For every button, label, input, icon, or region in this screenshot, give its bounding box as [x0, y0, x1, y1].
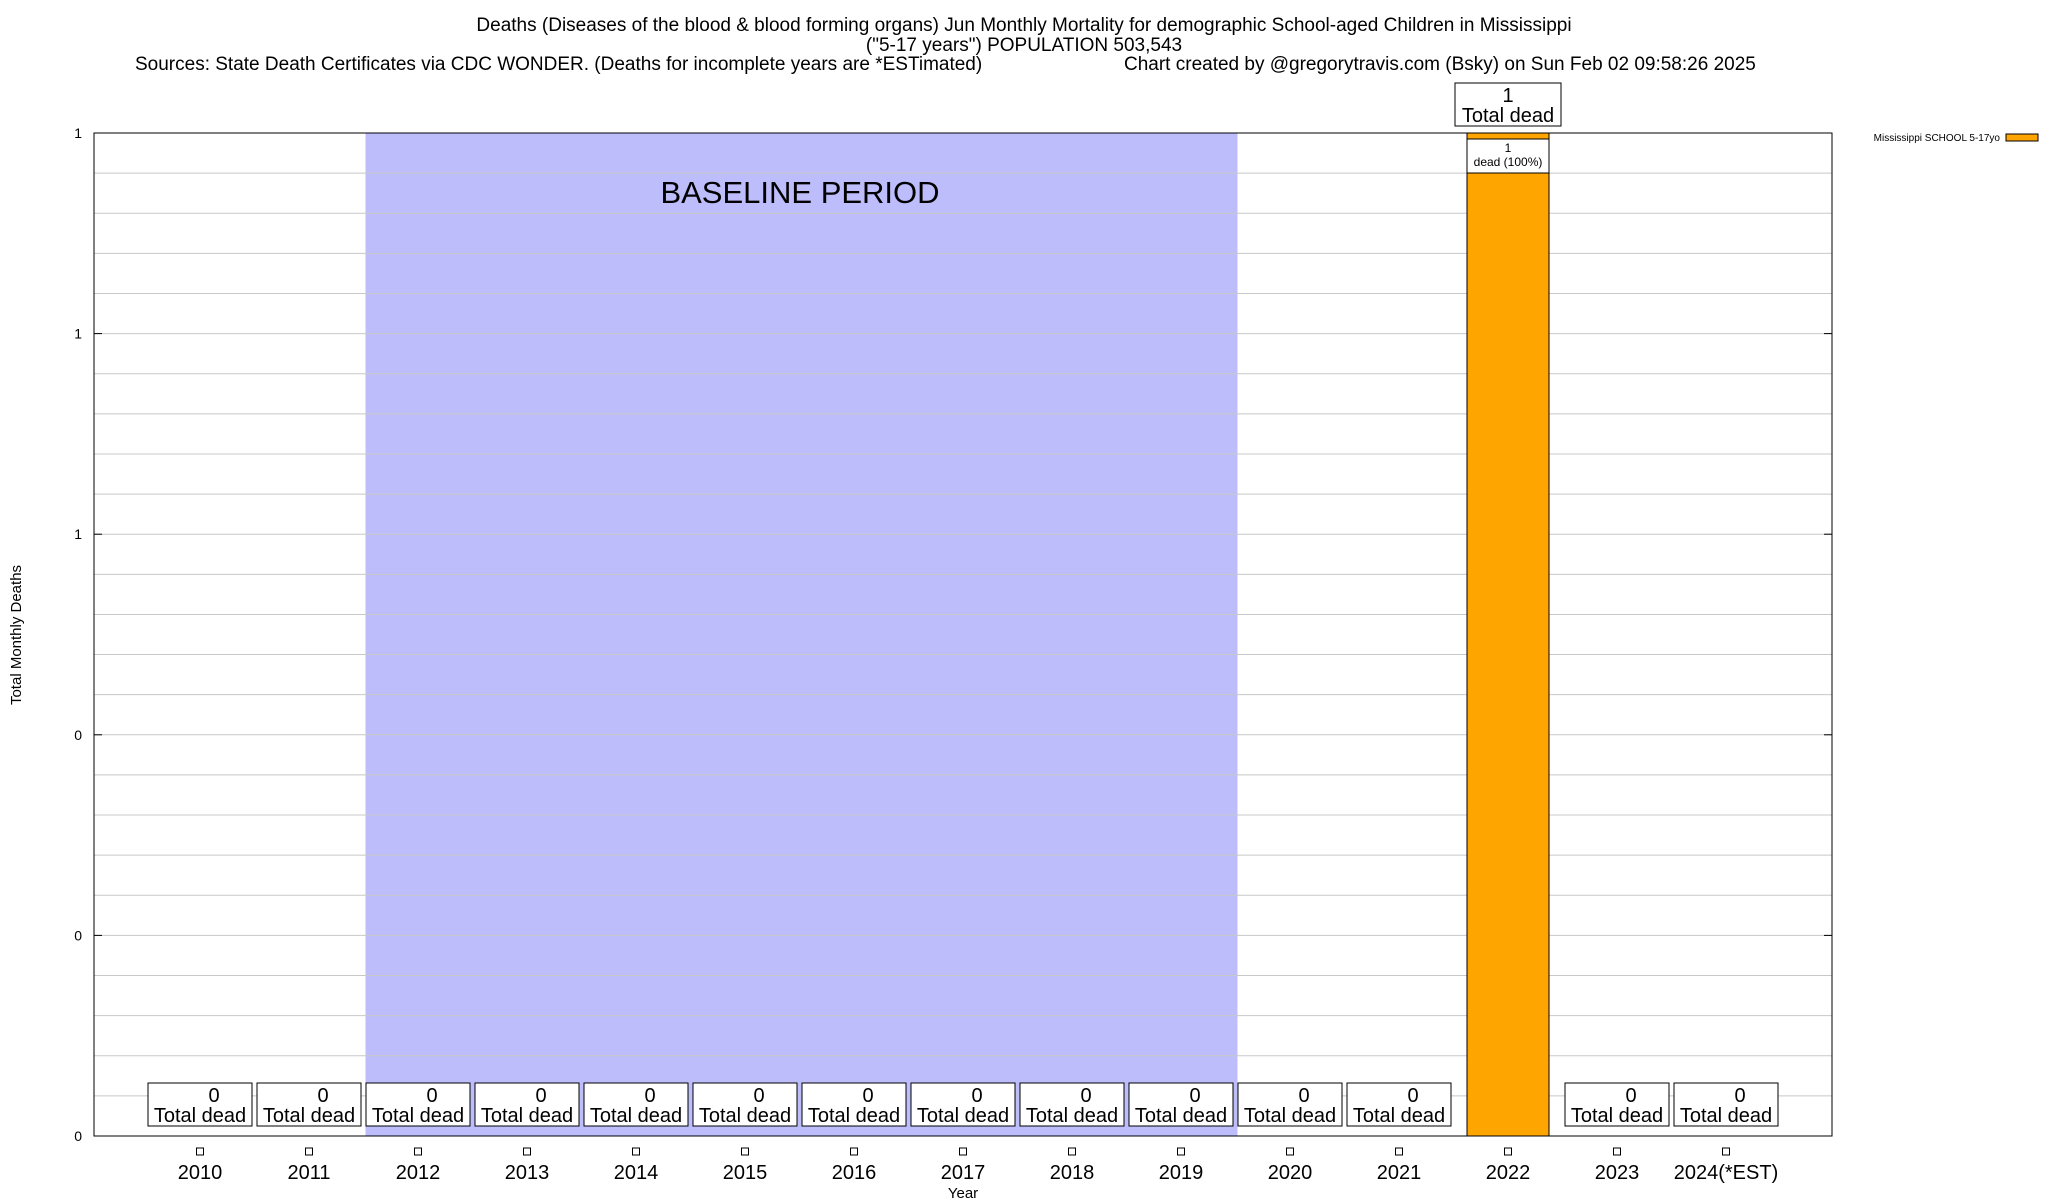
total-label-count: 0 [644, 1085, 655, 1107]
x-tick [1613, 1147, 1621, 1156]
total-label-box [1237, 1082, 1343, 1127]
total-label-count: 0 [1625, 1085, 1636, 1107]
total-label-count: 0 [1189, 1085, 1200, 1107]
y-tick-label: 0 [74, 727, 82, 743]
total-label-box [801, 1082, 907, 1127]
x-tick [196, 1147, 204, 1156]
total-label-box [147, 1082, 253, 1127]
legend-swatch [2005, 133, 2039, 142]
x-tick [1286, 1147, 1294, 1156]
x-tick [632, 1147, 640, 1156]
y-tick-label: 0 [74, 1128, 82, 1144]
x-tick [1177, 1147, 1185, 1156]
legend-label: Mississippi SCHOOL 5-17yo [1874, 133, 2001, 144]
x-tick-label: 2023 [1595, 1162, 1640, 1184]
total-label-text: Total dead [1135, 1105, 1227, 1127]
baseline-label: BASELINE PERIOD [660, 175, 939, 210]
total-label-text: Total dead [1244, 1105, 1336, 1127]
x-tick-label: 2012 [396, 1162, 441, 1184]
x-tick-label: 2016 [832, 1162, 877, 1184]
x-tick-label: 2010 [178, 1162, 223, 1184]
x-tick [1068, 1147, 1076, 1156]
total-label-text: Total dead [699, 1105, 791, 1127]
y-axis-label: Total Monthly Deaths [8, 565, 25, 705]
total-label-count: 0 [862, 1085, 873, 1107]
baseline-region [365, 133, 1238, 1136]
x-tick-label: 2019 [1159, 1162, 1204, 1184]
total-label-text: Total dead [917, 1105, 1009, 1127]
total-label-text: Total dead [263, 1105, 355, 1127]
x-tick [305, 1147, 313, 1156]
total-label-count: 0 [1407, 1085, 1418, 1107]
x-tick-label: 2013 [505, 1162, 550, 1184]
total-label-text: Total dead [1462, 105, 1554, 127]
total-label-text: Total dead [590, 1105, 682, 1127]
x-tick-label: 2014 [614, 1162, 659, 1184]
total-label-count: 0 [1734, 1085, 1745, 1107]
total-label-count: 0 [1080, 1085, 1091, 1107]
total-label-count: 0 [753, 1085, 764, 1107]
x-tick-label: 2018 [1050, 1162, 1095, 1184]
bar [1466, 132, 1550, 1137]
total-label-box [1346, 1082, 1452, 1127]
x-tick [1722, 1147, 1730, 1156]
x-tick [741, 1147, 749, 1156]
total-label-box [1019, 1082, 1125, 1127]
total-label-box [583, 1082, 689, 1127]
x-axis-label: Year [948, 1185, 978, 1200]
segment-label-box [1466, 138, 1550, 174]
total-label-box [1454, 82, 1562, 127]
chart-title: Deaths (Diseases of the blood & blood fo… [476, 15, 1572, 36]
total-label-count: 0 [317, 1085, 328, 1107]
total-label-text: Total dead [1026, 1105, 1118, 1127]
total-label-box [1564, 1082, 1670, 1127]
total-label-count: 0 [426, 1085, 437, 1107]
x-tick-label: 2011 [287, 1162, 330, 1184]
plot-frame [93, 132, 1833, 1137]
total-label-count: 0 [208, 1085, 219, 1107]
total-label-text: Total dead [1571, 1105, 1663, 1127]
total-label-box [1673, 1082, 1779, 1127]
x-tick-label: 2020 [1268, 1162, 1313, 1184]
y-tick-label: 1 [74, 326, 82, 342]
y-tick-label: 0 [74, 927, 82, 943]
x-tick [523, 1147, 531, 1156]
total-label-text: Total dead [154, 1105, 246, 1127]
x-tick [1504, 1147, 1512, 1156]
total-label-box [1128, 1082, 1234, 1127]
total-label-text: Total dead [1353, 1105, 1445, 1127]
total-label-box [365, 1082, 471, 1127]
x-tick-label: 2022 [1486, 1162, 1531, 1184]
x-tick [850, 1147, 858, 1156]
x-tick-label: 2021 [1377, 1162, 1422, 1184]
segment-label-count: 1 [1505, 141, 1512, 155]
x-tick [414, 1147, 422, 1156]
total-label-box [910, 1082, 1016, 1127]
x-tick-label: 2015 [723, 1162, 768, 1184]
total-label-box [474, 1082, 580, 1127]
total-label-text: Total dead [808, 1105, 900, 1127]
total-label-text: Total dead [481, 1105, 573, 1127]
y-tick-label: 1 [74, 125, 82, 141]
x-tick-label: 2017 [941, 1162, 986, 1184]
x-tick [1395, 1147, 1403, 1156]
segment-label-text: dead (100%) [1474, 155, 1543, 169]
total-label-text: Total dead [1680, 1105, 1772, 1127]
total-label-box [256, 1082, 362, 1127]
y-tick-label: 1 [74, 526, 82, 542]
chart-subtitle: ("5-17 years") POPULATION 503,543 [865, 35, 1183, 56]
x-tick-label: 2024(*EST) [1674, 1162, 1779, 1184]
chart-credit: Chart created by @gregorytravis.com (Bsk… [1124, 54, 1756, 75]
total-label-box [692, 1082, 798, 1127]
total-label-count: 0 [971, 1085, 982, 1107]
total-label-count: 1 [1502, 85, 1513, 107]
total-label-count: 0 [1298, 1085, 1309, 1107]
total-label-count: 0 [535, 1085, 546, 1107]
x-tick [959, 1147, 967, 1156]
chart-sources: Sources: State Death Certificates via CD… [135, 54, 983, 75]
total-label-text: Total dead [372, 1105, 464, 1127]
